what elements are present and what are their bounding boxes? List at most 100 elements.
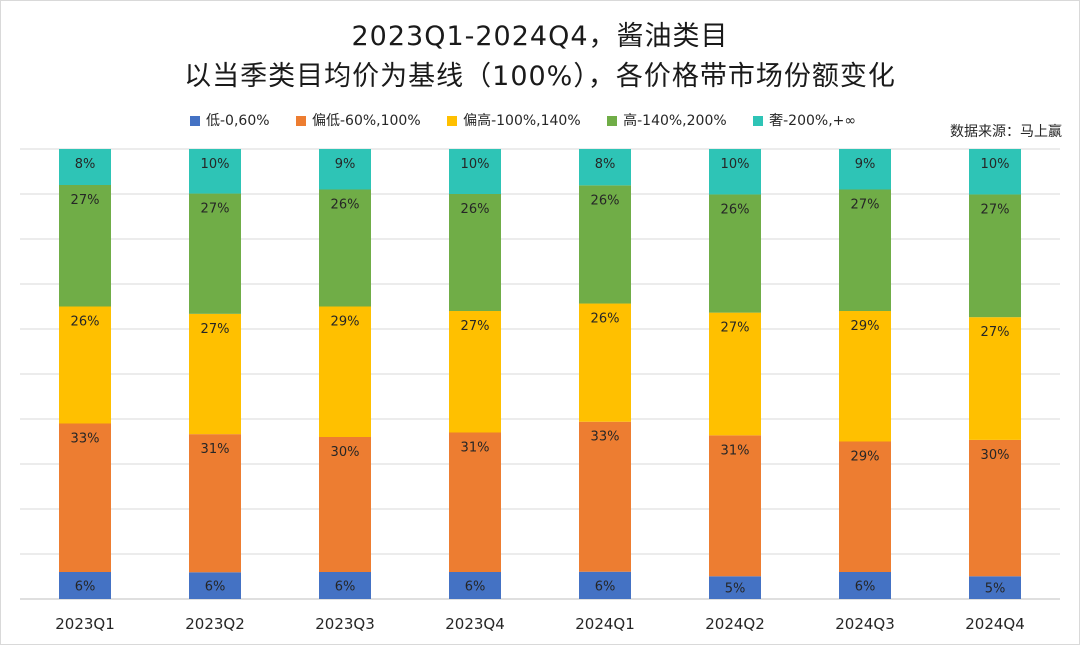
legend-swatch-below [295,116,306,126]
data-label-above-2023Q4: 27% [461,319,490,334]
bar-segment-low-2024Q4 [969,576,1021,599]
bar-segment-below-2023Q1 [59,423,111,572]
data-label-luxury-2023Q2: 10% [201,157,230,172]
bar-segment-luxury-2023Q3 [319,149,371,190]
x-tick-label-2024Q2: 2024Q2 [705,615,765,633]
legend-swatch-low [190,116,200,126]
bar-segment-high-2023Q3 [319,189,371,307]
data-label-high-2023Q2: 27% [201,202,230,217]
bar-segment-above-2024Q3 [839,311,891,442]
data-label-high-2024Q4: 27% [981,202,1010,217]
data-label-below-2023Q4: 31% [461,441,490,456]
bar-segment-above-2024Q2 [709,312,761,436]
bar-segment-high-2024Q1 [579,185,631,304]
bar-segment-high-2024Q2 [709,194,761,313]
x-tick-label-2023Q1: 2023Q1 [55,615,115,633]
x-tick-label-2023Q4: 2023Q4 [445,615,505,633]
bar-segment-above-2023Q1 [59,306,111,424]
legend-item-low: 低-0,60% [190,110,270,130]
bar-segment-high-2024Q4 [969,194,1021,318]
legend-label-below: 偏低-60%,100% [311,113,421,129]
data-label-above-2023Q1: 26% [71,315,100,330]
data-label-above-2024Q2: 27% [721,321,750,336]
bar-segment-high-2023Q1 [59,185,111,307]
data-label-luxury-2024Q1: 8% [595,157,616,172]
data-label-low-2023Q4: 6% [465,580,486,595]
bar-segment-below-2024Q1 [579,421,631,572]
data-label-above-2024Q3: 29% [851,319,880,334]
data-label-above-2023Q2: 27% [201,322,230,337]
bar-segment-above-2023Q4 [449,311,501,433]
bar-segment-low-2023Q3 [319,572,371,599]
x-tick-label-2023Q2: 2023Q2 [185,615,245,633]
chart-title-line2: 以当季类目均价为基线（100%），各价格带市场份额变化 [184,61,896,92]
bar-segment-below-2023Q3 [319,437,371,572]
bar-segment-above-2023Q3 [319,306,371,437]
data-label-high-2023Q4: 26% [461,202,490,217]
legend-label-low: 低-0,60% [206,113,270,129]
data-label-luxury-2024Q3: 9% [855,157,876,172]
bar-segment-high-2024Q3 [839,189,891,311]
x-tick-label-2023Q3: 2023Q3 [315,615,375,633]
data-source-note: 数据来源：马上赢 [950,124,1062,140]
legend-item-luxury: 奢-200%,+∞ [753,110,856,130]
chart-title-line1: 2023Q1-2024Q4，酱油类目 [351,21,729,52]
bar-segment-luxury-2024Q2 [709,149,761,195]
bar-segment-luxury-2024Q3 [839,149,891,190]
bar-segment-below-2024Q3 [839,441,891,572]
bar-segment-low-2024Q1 [579,571,631,599]
data-label-low-2023Q3: 6% [335,580,356,595]
x-tick-label-2024Q4: 2024Q4 [965,615,1025,633]
legend-label-luxury: 奢-200%,+∞ [769,113,857,129]
x-tick-label-2024Q1: 2024Q1 [575,615,635,633]
chart-legend: 低-0,60% 偏低-60%,100% 偏高-100%,140% 高-140%,… [190,110,878,130]
bar-segment-low-2023Q2 [189,572,241,599]
legend-label-above: 偏高-100%,140% [463,113,581,129]
bar-segment-low-2024Q3 [839,572,891,599]
data-label-below-2024Q1: 33% [591,430,620,445]
data-label-high-2023Q1: 27% [71,193,100,208]
legend-item-high: 高-140%,200% [607,110,727,130]
bar-segment-luxury-2023Q2 [189,149,241,194]
data-label-below-2024Q4: 30% [981,448,1010,463]
bar-segment-below-2023Q4 [449,432,501,572]
data-label-high-2024Q2: 26% [721,202,750,217]
bar-segment-high-2023Q4 [449,194,501,311]
legend-swatch-luxury [753,116,764,126]
bar-segment-below-2024Q2 [709,435,761,577]
data-label-luxury-2023Q1: 8% [75,157,96,172]
bar-segment-luxury-2023Q4 [449,149,501,194]
data-label-high-2023Q3: 26% [331,198,360,213]
data-label-above-2024Q1: 26% [591,312,620,327]
data-label-luxury-2023Q4: 10% [461,157,490,172]
data-label-below-2024Q3: 29% [851,450,880,465]
data-label-below-2023Q2: 31% [201,442,230,457]
data-label-low-2024Q3: 6% [855,580,876,595]
bar-segment-above-2024Q1 [579,303,631,422]
data-label-luxury-2023Q3: 9% [335,157,356,172]
bar-segment-luxury-2023Q1 [59,149,111,185]
data-label-luxury-2024Q4: 10% [981,157,1010,172]
data-label-above-2023Q3: 29% [331,315,360,330]
bar-segment-low-2024Q2 [709,576,761,599]
data-label-high-2024Q3: 27% [851,198,880,213]
legend-item-above: 偏高-100%,140% [447,110,581,130]
bar-segment-high-2023Q2 [189,193,241,314]
bar-segment-low-2023Q4 [449,572,501,599]
data-label-low-2024Q4: 5% [985,582,1006,597]
x-tick-label-2024Q3: 2024Q3 [835,615,895,633]
legend-swatch-above [447,116,458,126]
data-label-high-2024Q1: 26% [591,193,620,208]
data-label-below-2023Q3: 30% [331,445,360,460]
bar-segment-luxury-2024Q4 [969,149,1021,195]
bar-segment-low-2023Q1 [59,572,111,599]
bar-segment-above-2023Q2 [189,313,241,435]
data-label-low-2024Q1: 6% [595,579,616,594]
bar-segment-above-2024Q4 [969,317,1021,440]
data-label-below-2024Q2: 31% [721,443,750,458]
legend-label-high: 高-140%,200% [623,113,727,129]
legend-item-below: 偏低-60%,100% [295,110,421,130]
data-label-low-2023Q1: 6% [75,580,96,595]
